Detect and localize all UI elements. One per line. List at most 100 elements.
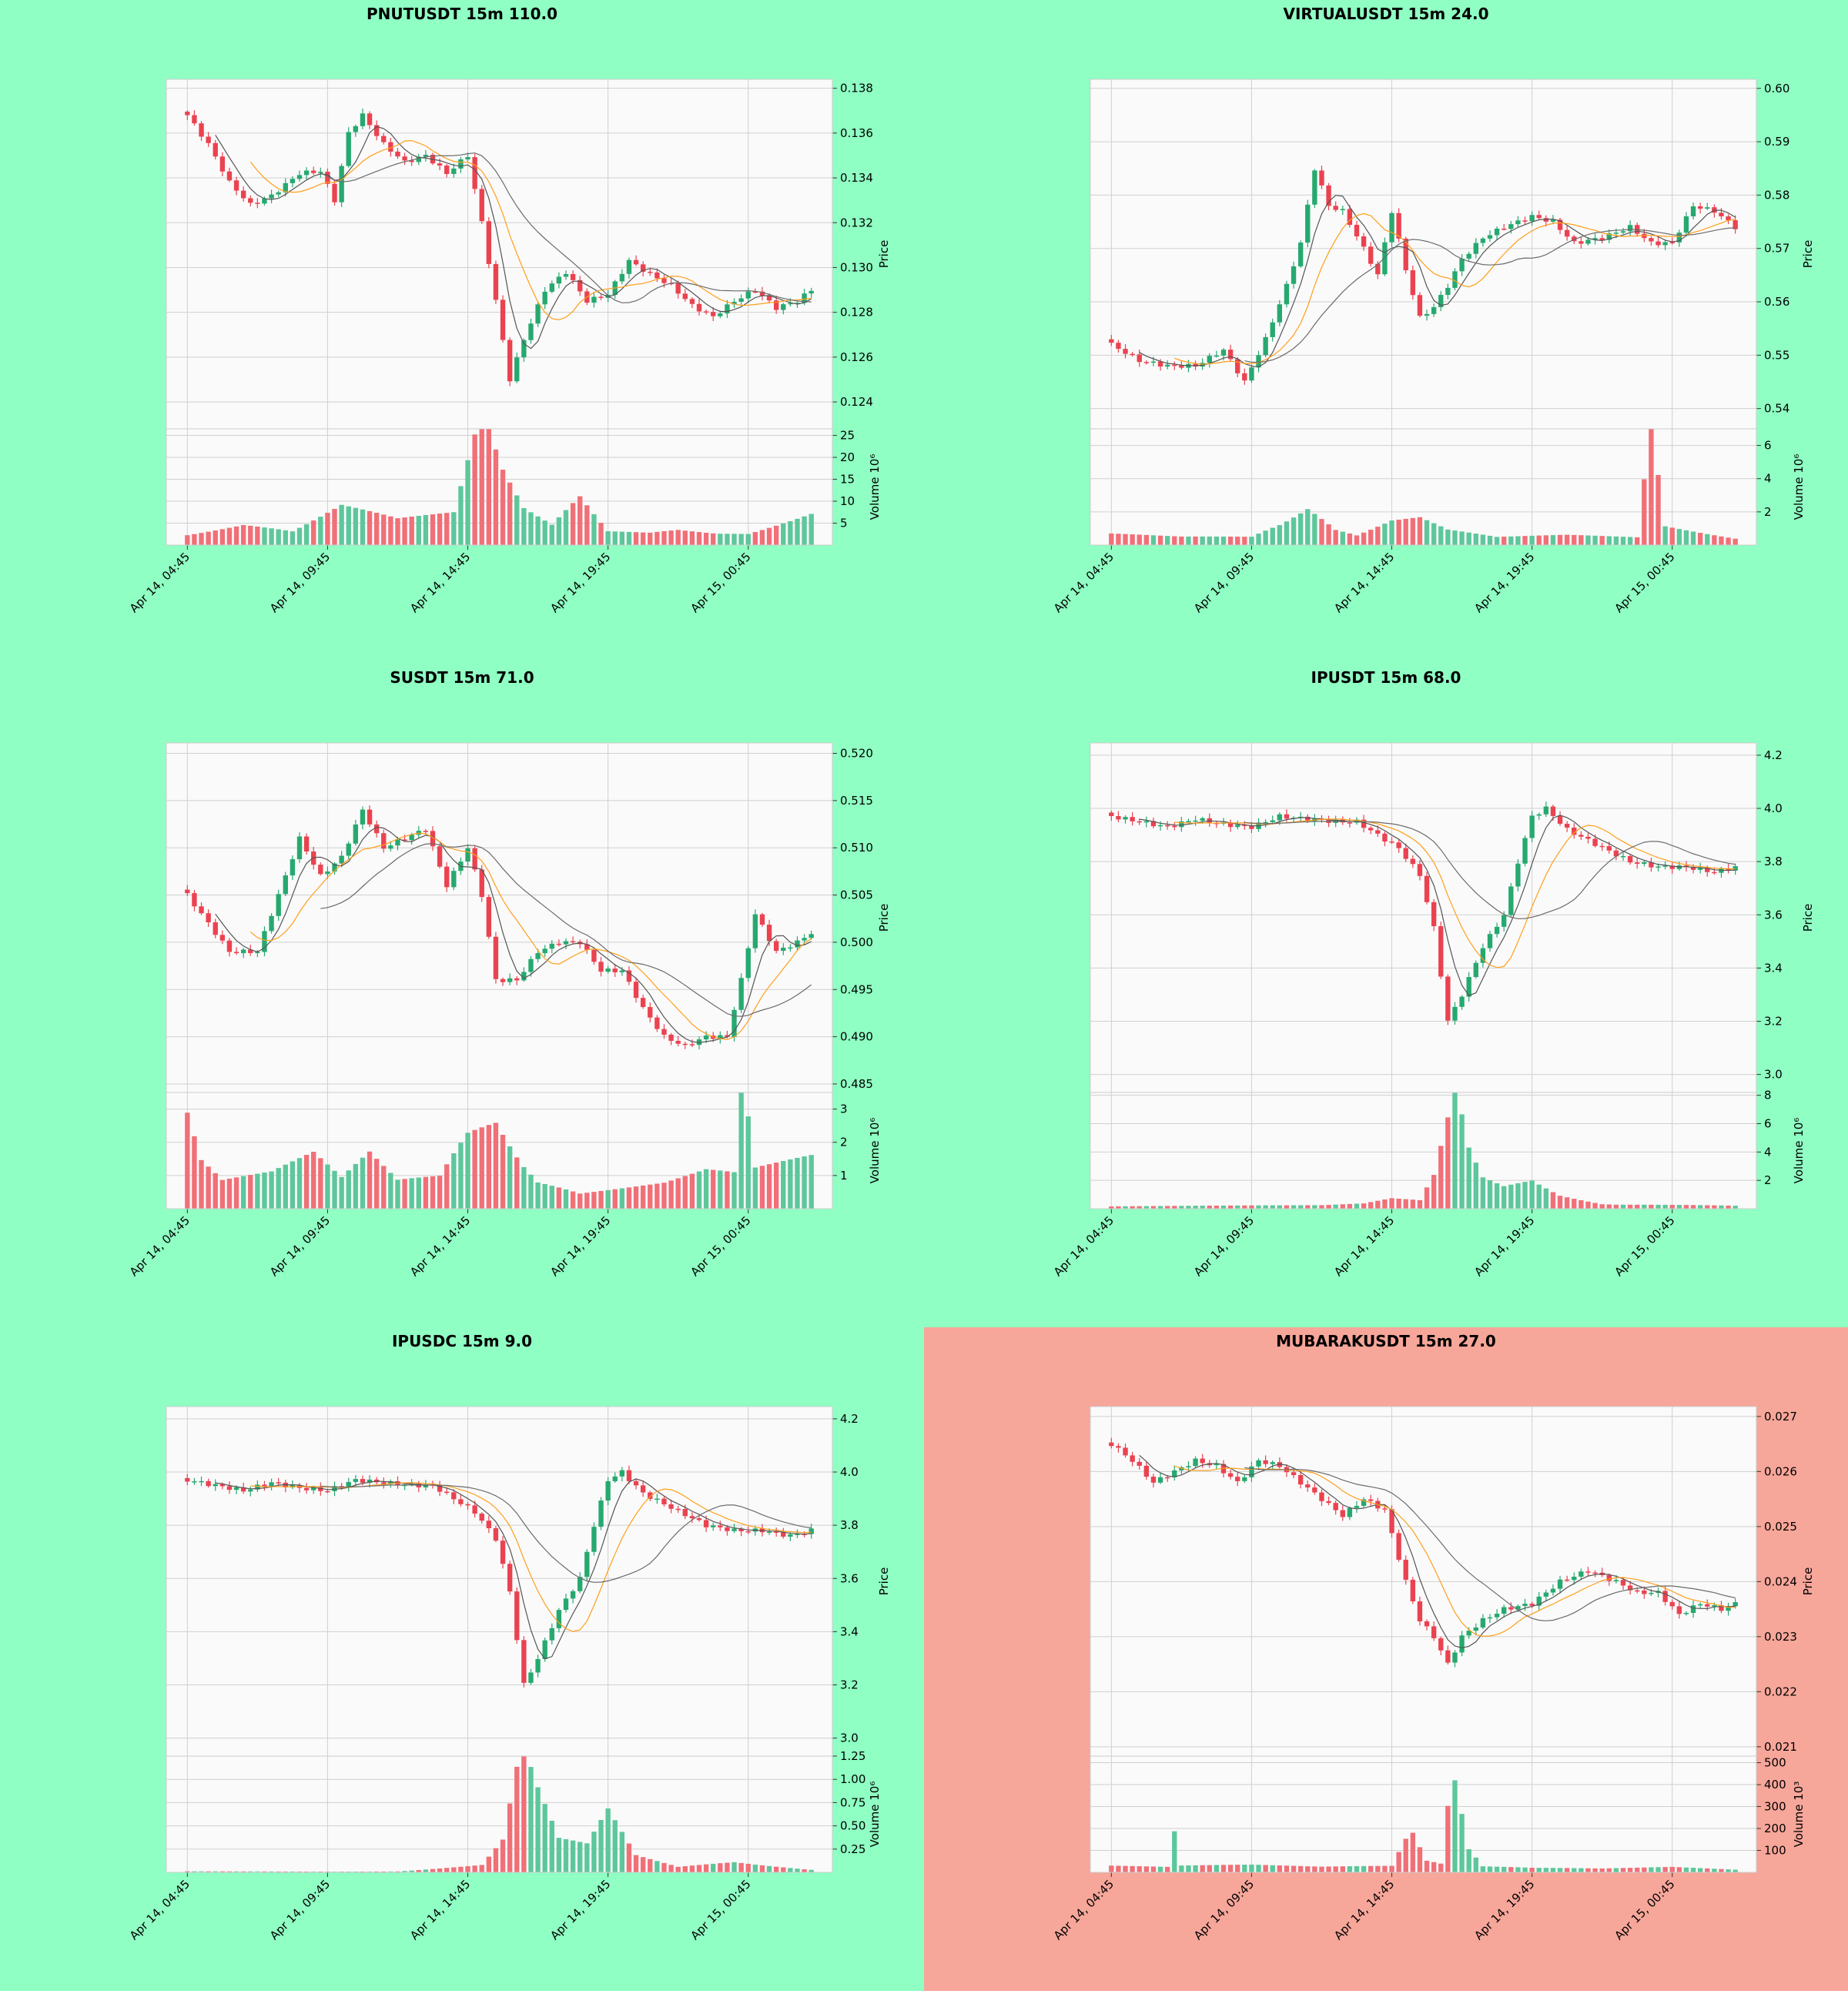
- candle-body: [1550, 1588, 1556, 1593]
- candle-body: [1396, 212, 1401, 239]
- volume-bar: [626, 1187, 632, 1209]
- volume-bar: [1164, 536, 1170, 545]
- candle-body: [367, 1479, 373, 1483]
- volume-bar: [500, 470, 506, 545]
- candle-body: [619, 970, 625, 972]
- price-tick-label: 3.2: [840, 1678, 859, 1691]
- candle-body: [640, 264, 646, 272]
- candle-body: [1635, 1590, 1640, 1592]
- volume-bar: [1536, 1868, 1542, 1872]
- candle-body: [219, 156, 226, 172]
- candle-body: [1179, 365, 1184, 368]
- candle-body: [1319, 170, 1324, 186]
- candle-body: [556, 276, 562, 284]
- volume-bar: [689, 531, 695, 545]
- candle-body: [1396, 842, 1401, 848]
- volume-bar: [1487, 1866, 1493, 1872]
- volume-bar: [542, 1183, 547, 1209]
- ma-fast-line: [1139, 815, 1736, 996]
- volume-plot-area: [166, 429, 832, 545]
- volume-bar: [226, 1178, 233, 1209]
- candle-body: [703, 311, 709, 313]
- candle-body: [1340, 209, 1345, 210]
- candle-body: [521, 972, 527, 981]
- candle-body: [745, 948, 751, 979]
- candle-body: [465, 848, 470, 862]
- volume-bar: [725, 1171, 730, 1209]
- candle-body: [773, 300, 779, 310]
- volume-bar: [535, 516, 541, 545]
- volume-tick-label: 300: [1764, 1800, 1786, 1814]
- volume-bar: [578, 1842, 583, 1872]
- volume-bar: [605, 1808, 611, 1872]
- volume-bar: [423, 515, 429, 545]
- candle-body: [675, 1040, 681, 1044]
- volume-bar: [437, 1868, 443, 1872]
- candle-body: [612, 969, 618, 972]
- candle-body: [346, 132, 351, 166]
- candle-body: [199, 906, 204, 914]
- volume-bar: [1297, 1205, 1304, 1209]
- candle-body: [1242, 1477, 1247, 1481]
- volume-bar: [1515, 1867, 1521, 1872]
- volume-bar: [1116, 1206, 1121, 1209]
- candle-body: [1157, 361, 1163, 367]
- candle-body: [226, 940, 233, 952]
- candle-body: [1438, 295, 1444, 308]
- volume-bar: [465, 1865, 470, 1872]
- candle-body: [1137, 821, 1142, 823]
- volume-tick-label: 2: [840, 1136, 848, 1149]
- volume-bar: [479, 1865, 484, 1872]
- price-tick-label: 3.4: [1764, 961, 1783, 975]
- volume-bar: [409, 1870, 414, 1872]
- volume-bar: [1284, 521, 1290, 545]
- volume-bar: [248, 525, 253, 545]
- candle-body: [1578, 835, 1584, 837]
- candle-body: [1130, 817, 1135, 821]
- candle-body: [318, 172, 323, 173]
- volume-bar: [1529, 535, 1535, 545]
- candle-body: [255, 1484, 260, 1490]
- candle-body: [1431, 902, 1437, 927]
- candle-body: [226, 171, 233, 181]
- price-tick-label: 0.027: [1764, 1410, 1797, 1424]
- candle-body: [549, 943, 554, 949]
- volume-bar: [619, 1832, 625, 1872]
- volume-bar: [1508, 536, 1514, 545]
- volume-tick-label: 4: [1764, 1145, 1772, 1159]
- candle-body: [795, 1534, 800, 1535]
- candle-body: [718, 313, 723, 316]
- volume-bar: [367, 510, 373, 545]
- candle-body: [514, 1591, 520, 1641]
- candle-body: [185, 112, 190, 115]
- volume-bar: [1572, 534, 1577, 545]
- candle-body: [1445, 287, 1451, 296]
- price-tick-label: 0.022: [1764, 1685, 1797, 1698]
- candle-body: [528, 959, 534, 972]
- candle-body: [276, 894, 281, 916]
- candle-body: [1592, 838, 1598, 846]
- volume-bar: [1137, 1206, 1142, 1209]
- volume-bar: [1172, 1831, 1177, 1872]
- volume-bar: [373, 513, 380, 545]
- volume-bar: [1227, 537, 1234, 545]
- candle-body: [444, 1491, 450, 1494]
- volume-bar: [1550, 535, 1556, 545]
- volume-bar: [781, 1160, 786, 1209]
- volume-bar: [1669, 1866, 1675, 1872]
- candle-body: [1130, 1455, 1135, 1462]
- volume-bar: [262, 1173, 267, 1209]
- volume-bar: [1214, 1865, 1220, 1872]
- volume-bar: [451, 512, 457, 545]
- candle-body: [1656, 866, 1661, 868]
- volume-bar: [311, 1152, 316, 1209]
- volume-bar: [290, 531, 296, 545]
- volume-bar: [1620, 1868, 1626, 1872]
- candle-body: [346, 1481, 351, 1487]
- volume-bar: [430, 1869, 436, 1872]
- volume-bar: [1143, 1206, 1150, 1209]
- volume-bar: [1235, 537, 1240, 545]
- volume-bar: [521, 1166, 527, 1209]
- volume-bar: [1389, 1865, 1394, 1872]
- volume-bar: [1620, 1204, 1626, 1209]
